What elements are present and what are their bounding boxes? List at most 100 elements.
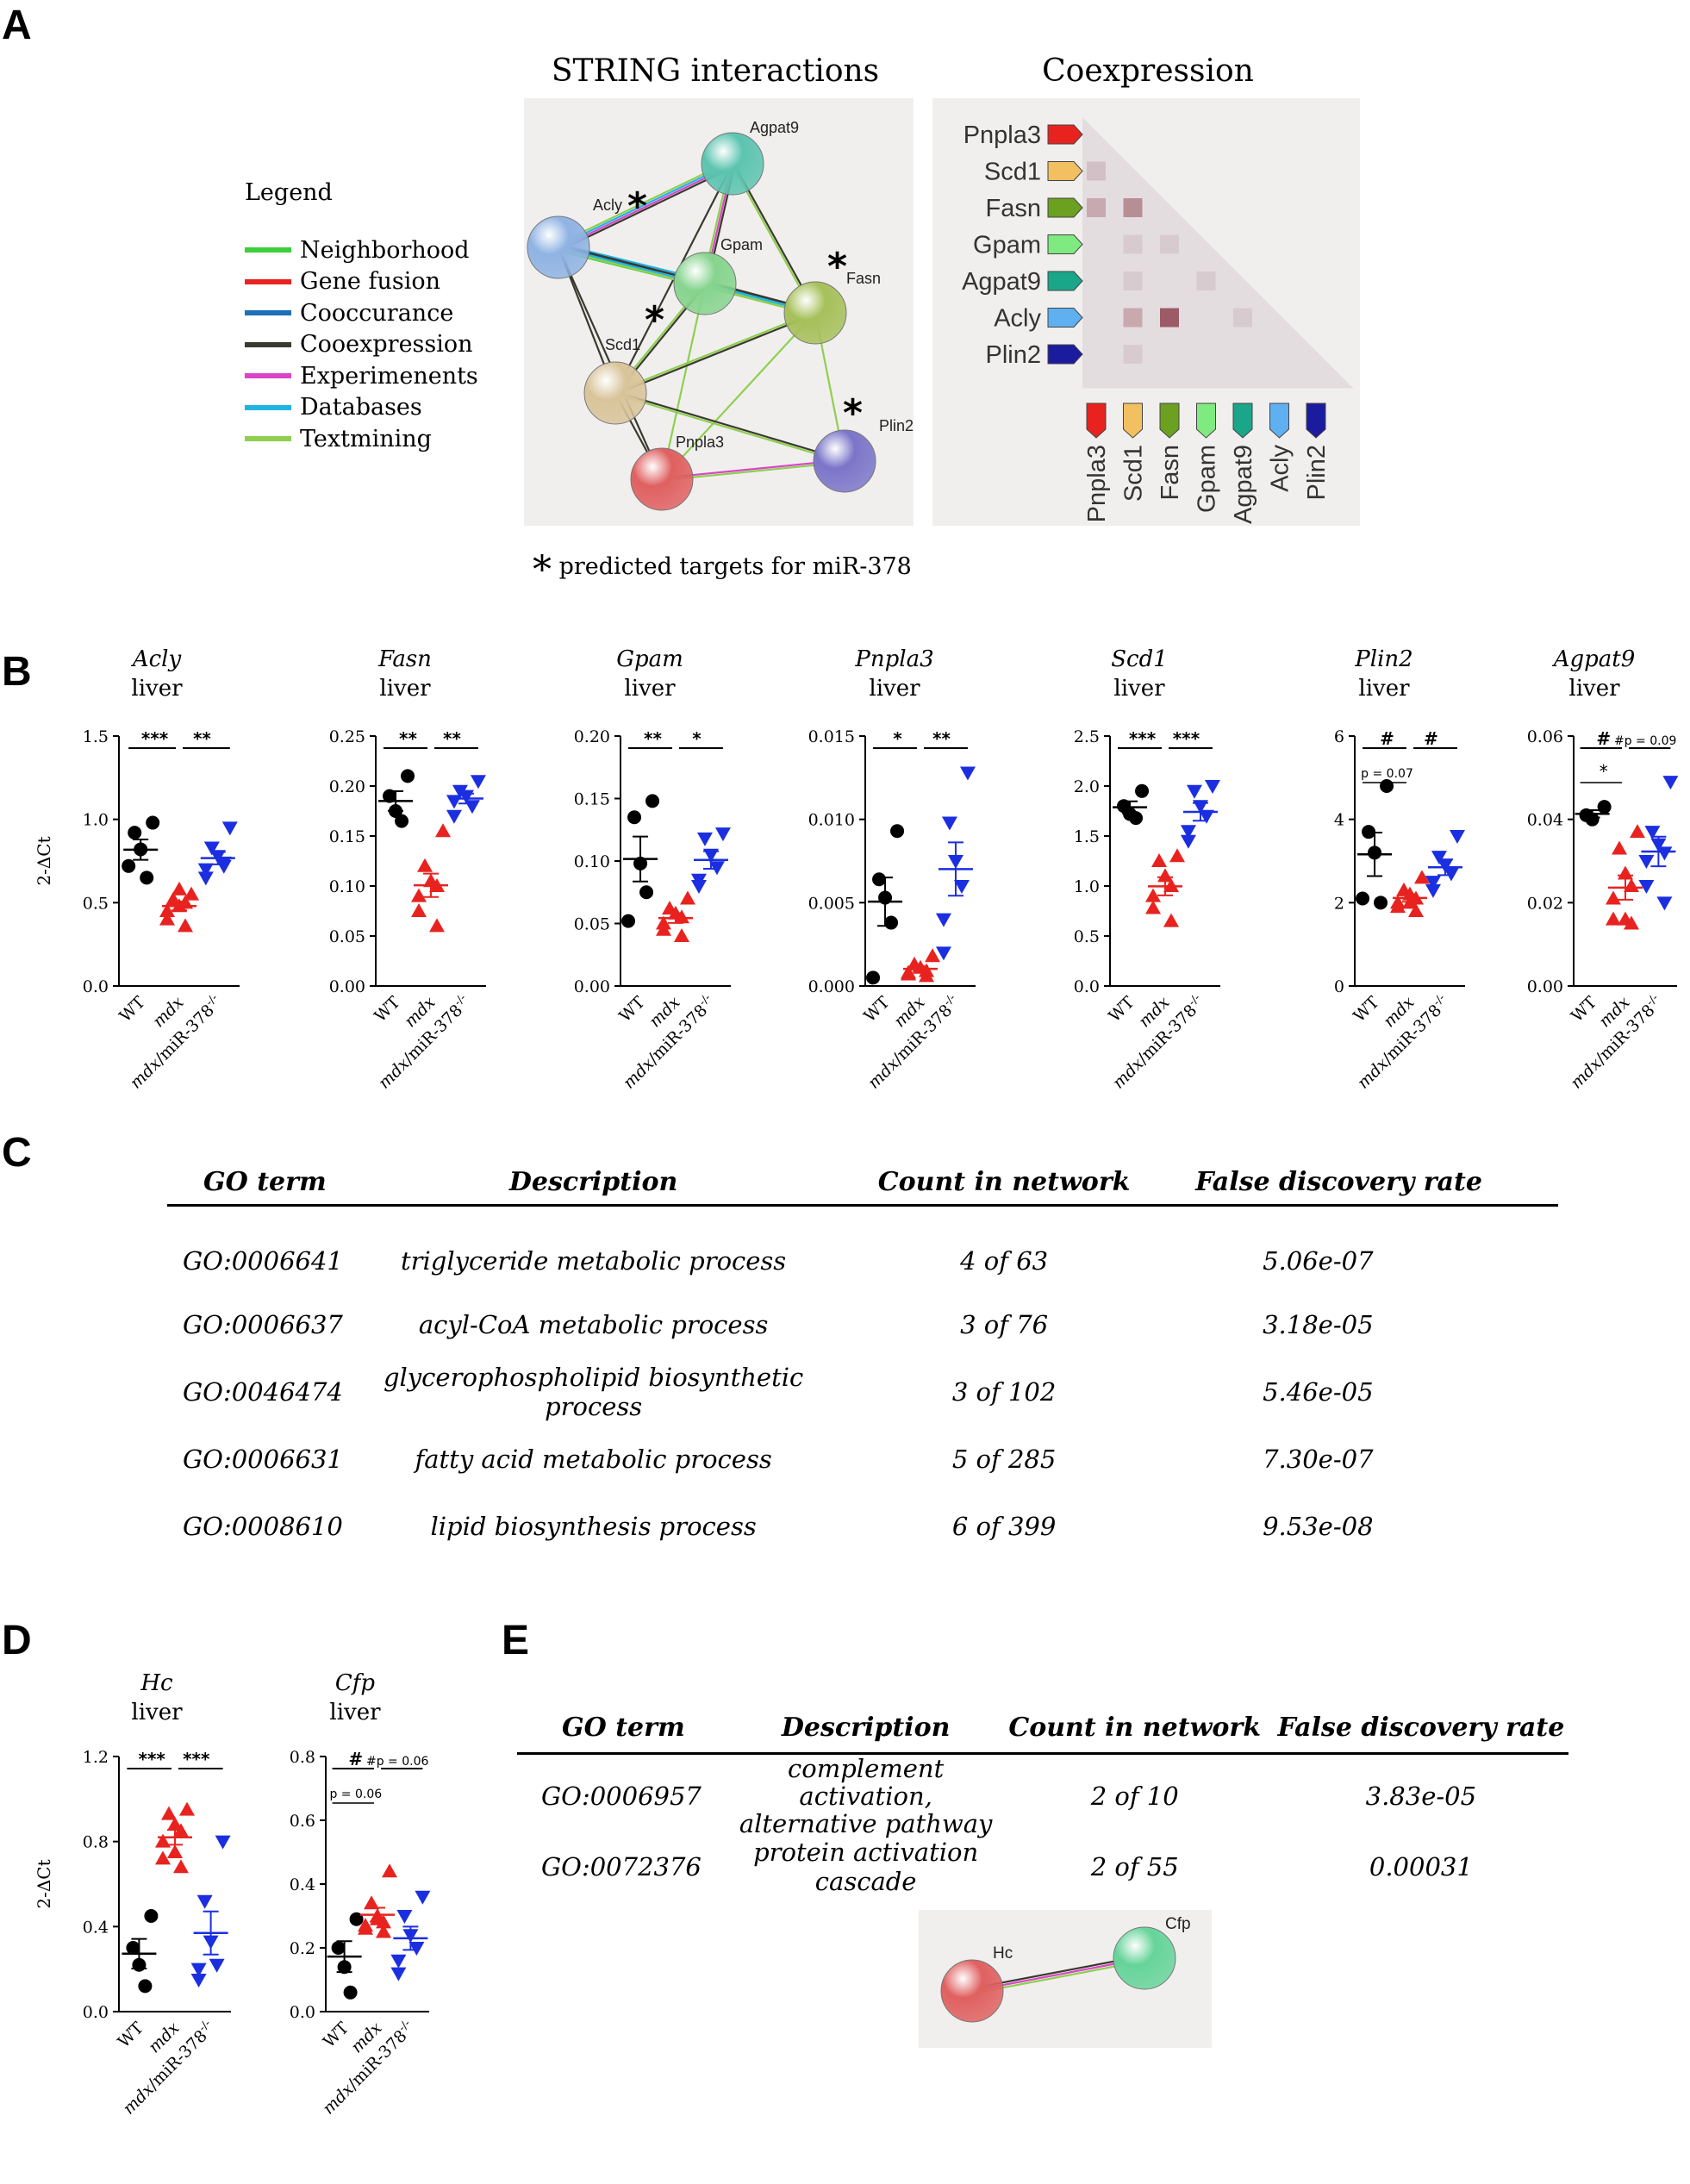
tissue-name: liver bbox=[869, 676, 920, 702]
significance-label: p = 0.06 bbox=[329, 1788, 382, 1801]
star-icon: * bbox=[627, 184, 647, 228]
network-edge bbox=[557, 161, 733, 247]
row-label: Fasn bbox=[986, 195, 1041, 222]
coexpression-cell bbox=[1123, 234, 1143, 254]
data-point bbox=[1145, 888, 1161, 902]
legend-swatch bbox=[245, 247, 291, 253]
node-scd1 bbox=[583, 361, 647, 425]
data-point bbox=[1425, 883, 1441, 898]
fdr-cell: 0.00031 bbox=[1369, 1851, 1473, 1881]
data-point bbox=[161, 1806, 177, 1820]
network-edge bbox=[660, 283, 707, 480]
network-edge bbox=[615, 390, 845, 461]
node-label: Cfp bbox=[1165, 1915, 1191, 1933]
coexp-title: Coexpression bbox=[1042, 53, 1254, 89]
description-line: alternative pathway bbox=[739, 1808, 993, 1838]
data-point bbox=[159, 903, 175, 917]
count-cell: 3 of 76 bbox=[960, 1310, 1049, 1339]
data-point bbox=[1135, 783, 1150, 798]
data-point bbox=[1585, 812, 1600, 827]
data-point bbox=[376, 1924, 391, 1938]
node-pnpla3 bbox=[630, 447, 694, 511]
row-label: Acly bbox=[994, 305, 1041, 333]
legend-item: Cooexpression bbox=[245, 331, 473, 359]
tick-label: 0.25 bbox=[329, 727, 365, 746]
col-fdr: False discovery rate bbox=[1195, 1166, 1482, 1197]
significance-label: * bbox=[1600, 761, 1608, 782]
data-point bbox=[343, 1985, 358, 2000]
significance-label: ** bbox=[932, 728, 951, 749]
tick-label: 0.10 bbox=[329, 877, 365, 896]
significance-label: ** bbox=[399, 728, 417, 749]
coexpression-cell bbox=[1123, 271, 1143, 290]
coexpression-matrix: Pnpla3 Pnpla3 Scd1 Scd1 Fasn Fasn Gpam Gpam Agpa… bbox=[962, 117, 1354, 524]
node-label: Gpam bbox=[720, 236, 763, 253]
go-term-cell: GO:0006637 bbox=[183, 1310, 343, 1339]
gene-tag-icon bbox=[1123, 402, 1143, 439]
data-point bbox=[408, 1942, 425, 1956]
gene-name: Plin2 bbox=[1355, 646, 1413, 672]
gene-name: Cfp bbox=[334, 1670, 376, 1696]
count-cell: 3 of 102 bbox=[951, 1377, 1057, 1407]
node-gpam bbox=[673, 252, 737, 315]
network-edge bbox=[556, 159, 732, 246]
data-point bbox=[203, 841, 220, 856]
tick-label: 0.05 bbox=[329, 927, 365, 946]
data-point bbox=[395, 814, 409, 828]
plot-title: Plin2 liver bbox=[1289, 645, 1479, 703]
data-point bbox=[1630, 824, 1645, 839]
data-point bbox=[1163, 913, 1179, 927]
data-point bbox=[411, 903, 427, 917]
data-point bbox=[1638, 880, 1655, 894]
y-axis-label: 2-ΔCt bbox=[34, 836, 54, 885]
tick-label: 2 bbox=[1334, 894, 1344, 913]
data-point bbox=[645, 794, 660, 808]
fdr-cell: 3.18e-05 bbox=[1263, 1310, 1374, 1339]
significance-label: ** bbox=[644, 728, 662, 749]
footnote-text: predicted targets for miR-378 bbox=[558, 553, 912, 580]
tick-label: 2.5 bbox=[1074, 727, 1100, 746]
tick-label: 0.8 bbox=[83, 1833, 109, 1852]
tick-label: 1.2 bbox=[83, 1748, 109, 1767]
group-label: WT bbox=[1350, 993, 1383, 1026]
data-point bbox=[138, 1979, 153, 1994]
go-table-c: GO term Description Count in network Fal… bbox=[167, 1160, 1558, 1560]
group-label: WT bbox=[615, 993, 649, 1026]
data-point bbox=[1198, 809, 1214, 824]
tick-label: 0.20 bbox=[574, 727, 610, 746]
row-label: Gpam bbox=[973, 232, 1041, 259]
data-point bbox=[1408, 903, 1424, 917]
data-point bbox=[1656, 896, 1673, 911]
e-col-description: Description bbox=[781, 1712, 951, 1743]
data-point bbox=[364, 1895, 379, 1910]
data-point bbox=[190, 1962, 207, 1977]
gene-name: Hc bbox=[140, 1670, 173, 1696]
network-edge bbox=[559, 165, 735, 252]
tick-label: 0.05 bbox=[574, 915, 610, 934]
tick-label: 0.000 bbox=[808, 977, 855, 996]
significance-label: # bbox=[348, 1749, 363, 1769]
tick-label: 0.6 bbox=[290, 1812, 315, 1831]
star-icon: * bbox=[645, 298, 664, 342]
tick-label: 1.5 bbox=[1074, 827, 1100, 846]
legend-item: Gene fusion bbox=[245, 268, 440, 296]
panel-label-a: A bbox=[2, 3, 32, 48]
data-point bbox=[935, 946, 951, 961]
data-point bbox=[1431, 851, 1447, 865]
legend-item: Cooccurance bbox=[245, 299, 453, 327]
plot-title: Hc liver bbox=[62, 1669, 252, 1727]
gene-tag-icon bbox=[1232, 402, 1253, 439]
tick-label: 1.5 bbox=[83, 727, 109, 746]
data-point bbox=[184, 886, 199, 901]
tick-label: 0.8 bbox=[290, 1748, 315, 1767]
significance-label: # bbox=[1424, 728, 1438, 749]
data-point bbox=[1656, 846, 1673, 861]
data-point bbox=[1662, 776, 1679, 790]
gene-tag-icon bbox=[1047, 308, 1083, 328]
data-point bbox=[401, 769, 415, 783]
go-term-cell: GO:0008610 bbox=[183, 1512, 343, 1541]
significance-label: *** bbox=[141, 728, 169, 749]
table-row: GO:0046474 glycerophospholipid biosynthet… bbox=[167, 1358, 1558, 1426]
dot-plot: 0.000.050.100.150.200.25WTmdxmdx/miR-378… bbox=[329, 727, 486, 1093]
